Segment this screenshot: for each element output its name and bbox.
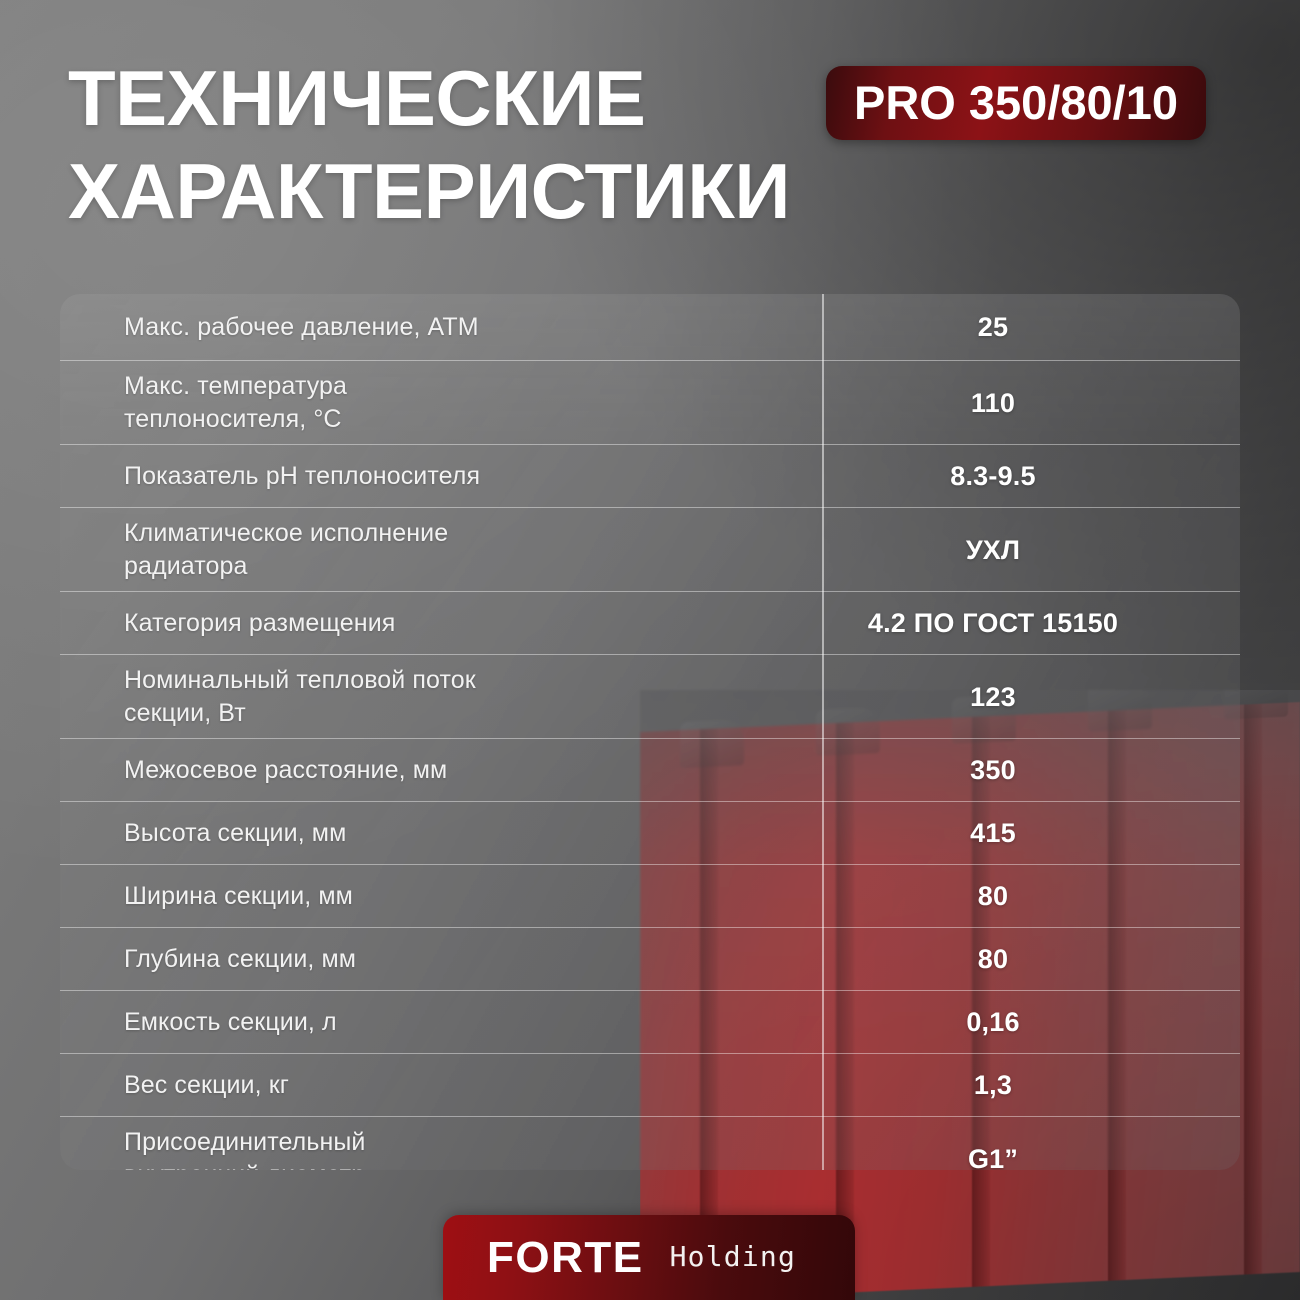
spec-label: Межосевое расстояние, мм xyxy=(124,755,448,784)
table-row: Глубина секции, мм 80 xyxy=(60,927,1240,990)
header: ТЕХНИЧЕСКИЕ ХАРАКТЕРИСТИКИ PRO 350/80/10 xyxy=(68,52,1248,262)
table-row: Макс. рабочее давление, АТМ 25 xyxy=(60,294,1240,360)
table-row: Категория размещения 4.2 ПО ГОСТ 15150 xyxy=(60,591,1240,654)
spec-table-panel: Макс. рабочее давление, АТМ 25 Макс. темпе… xyxy=(60,294,1240,1170)
spec-value: 8.3-9.5 xyxy=(950,461,1036,491)
spec-value: 123 xyxy=(970,681,1016,712)
spec-label: Емкость секции, л xyxy=(124,1007,337,1036)
page-title-line-2: ХАРАКТЕРИСТИКИ xyxy=(68,147,790,235)
table-row: Климатическое исполнение радиатора УХЛ xyxy=(60,507,1240,591)
table-row: Межосевое расстояние, мм 350 xyxy=(60,738,1240,801)
spec-label: Макс. температура теплоносителя, °C xyxy=(124,371,348,433)
table-row: Ширина секции, мм 80 xyxy=(60,864,1240,927)
spec-value: 80 xyxy=(977,944,1009,974)
spec-label: Высота секции, мм xyxy=(124,818,347,847)
spec-value: 4.2 ПО ГОСТ 15150 xyxy=(867,608,1119,638)
model-badge-label: PRO 350/80/10 xyxy=(854,76,1178,129)
column-divider xyxy=(822,294,824,1170)
spec-value: 415 xyxy=(970,818,1016,848)
brand-name: FORTE xyxy=(487,1232,644,1282)
spec-label: Показатель pH теплоносителя xyxy=(124,461,481,490)
table-row: Номинальный тепловой поток секции, Вт 123 xyxy=(60,654,1240,738)
spec-label: Климатическое исполнение радиатора xyxy=(124,518,449,580)
spec-value: 110 xyxy=(970,387,1016,418)
spec-value: 80 xyxy=(977,881,1009,911)
page-title-line-1: ТЕХНИЧЕСКИЕ xyxy=(68,54,646,142)
spec-label: Вес секции, кг xyxy=(124,1070,289,1099)
spec-label: Макс. рабочее давление, АТМ xyxy=(124,312,479,341)
spec-value: УХЛ xyxy=(965,534,1021,565)
spec-label: Глубина секции, мм xyxy=(124,944,357,973)
spec-value: 1,3 xyxy=(973,1070,1013,1100)
brand-suffix: Holding xyxy=(669,1239,797,1273)
spec-table-rows: Макс. рабочее давление, АТМ 25 Макс. темпе… xyxy=(60,294,1240,1170)
spec-value: 350 xyxy=(970,755,1016,785)
spec-label: Номинальный тепловой поток секции, Вт xyxy=(124,665,476,727)
spec-value: 0,16 xyxy=(966,1007,1020,1037)
spec-value: G1” xyxy=(967,1143,1019,1171)
page-title: ТЕХНИЧЕСКИЕ ХАРАКТЕРИСТИКИ xyxy=(68,52,948,238)
table-row: Макс. температура теплоносителя, °C 110 xyxy=(60,360,1240,444)
table-row: Присоединительныйвнутренний диаметр G1” xyxy=(60,1116,1240,1170)
spec-label: Категория размещения xyxy=(124,608,396,637)
table-row: Емкость секции, л 0,16 xyxy=(60,990,1240,1053)
table-row: Показатель pH теплоносителя 8.3-9.5 xyxy=(60,444,1240,507)
brand-logo-badge: FORTE Holding xyxy=(443,1215,855,1300)
model-badge: PRO 350/80/10 xyxy=(826,66,1206,140)
table-row: Высота секции, мм 415 xyxy=(60,801,1240,864)
spec-value: 25 xyxy=(977,312,1009,342)
table-row: Вес секции, кг 1,3 xyxy=(60,1053,1240,1116)
spec-label: Ширина секции, мм xyxy=(124,881,353,910)
spec-label: Присоединительныйвнутренний диаметр xyxy=(124,1127,366,1171)
